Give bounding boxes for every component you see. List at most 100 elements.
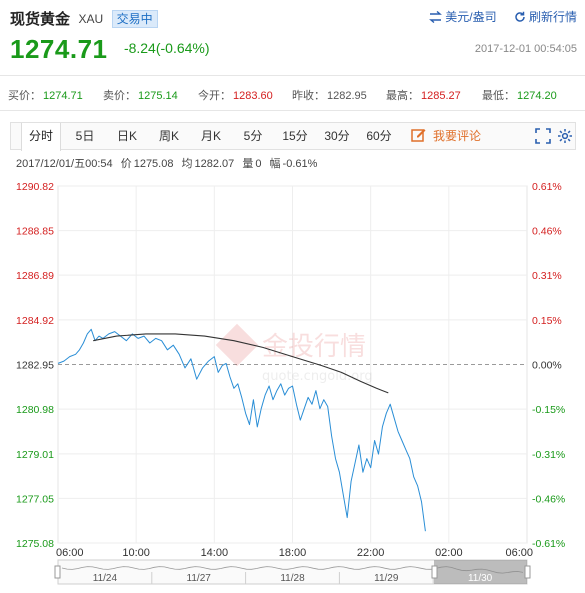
navigator-right-handle <box>524 565 531 579</box>
pct-tick-label: -0.46% <box>532 493 565 505</box>
period-tabs: 分时 5日 日K 周K 月K 5分 15分 30分 60分 我要评论 <box>10 122 576 151</box>
edit-icon <box>411 129 426 142</box>
navigator-date-label: 11/29 <box>374 573 399 584</box>
navigator-selection-handle <box>431 565 438 579</box>
stat-low-label: 最低： <box>482 90 515 102</box>
stat-bid: 买价： 1274.71 <box>8 87 83 103</box>
pct-tick-label: -0.31% <box>532 449 565 461</box>
info-vol: 0 <box>255 158 262 170</box>
watermark: 金投行情 quote.cngold.org <box>215 323 373 384</box>
divider <box>0 75 585 76</box>
y-tick-label: 1277.05 <box>16 493 54 505</box>
stat-high-label: 最高： <box>386 90 419 102</box>
x-axis: 06:00 10:00 14:00 18:00 22:00 02:00 06:00 <box>56 547 533 559</box>
watermark-url: quote.cngold.org <box>262 369 373 384</box>
chart-lines <box>57 328 426 532</box>
stat-open-label: 今开： <box>198 90 231 102</box>
x-tick-label: 06:00 <box>56 547 84 559</box>
refresh-label: 刷新行情 <box>528 10 577 24</box>
pct-tick-label: -0.15% <box>532 404 565 416</box>
info-price: 1275.08 <box>133 158 174 170</box>
info-price-label: 价 <box>120 158 132 170</box>
swap-icon <box>429 10 443 24</box>
intraday-chart[interactable]: 金投行情 quote.cngold.org 1290.82 1288.85 1286… <box>0 172 585 593</box>
info-avg: 1282.07 <box>194 158 235 170</box>
stat-ask-value: 1275.14 <box>138 90 178 102</box>
navigator-left-handle <box>54 565 61 579</box>
pct-tick-label: 0.00% <box>532 360 562 372</box>
currency-toggle-label: 美元/盎司 <box>445 10 497 24</box>
comment-button[interactable]: 我要评论 <box>411 123 481 149</box>
info-vol-label: 量 <box>242 158 254 170</box>
tab-intraday[interactable]: 分时 <box>21 123 61 151</box>
last-price: 1274.71 <box>10 34 108 64</box>
stat-prev-value: 1282.95 <box>327 90 367 102</box>
stat-low: 最低： 1274.20 <box>482 87 557 103</box>
time-navigator[interactable]: 11/24 11/27 11/28 11/29 11/30 <box>54 559 531 585</box>
currency-toggle-button[interactable]: 美元/盎司 <box>429 8 497 25</box>
tab-5day[interactable]: 5日 <box>75 129 95 143</box>
stat-ask-label: 卖价： <box>103 90 136 102</box>
stat-bid-value: 1274.71 <box>43 90 83 102</box>
x-tick-label: 06:00 <box>505 547 533 559</box>
pct-tick-label: -0.61% <box>532 538 565 550</box>
trading-status-badge: 交易中 <box>111 9 158 28</box>
pct-tick-label: 0.31% <box>532 270 562 282</box>
fullscreen-icon[interactable] <box>535 128 551 144</box>
refresh-button[interactable]: 刷新行情 <box>514 8 577 25</box>
x-tick-label: 14:00 <box>201 547 229 559</box>
stat-low-value: 1274.20 <box>517 90 557 102</box>
info-amp-label: 幅 <box>269 158 281 170</box>
stat-ask: 卖价： 1275.14 <box>103 87 178 103</box>
price-series-line <box>57 328 426 532</box>
price-change: -8.24(-0.64%) <box>123 40 210 56</box>
comment-label: 我要评论 <box>433 129 482 143</box>
pct-tick-label: 0.15% <box>532 315 562 327</box>
navigator-date-label: 11/24 <box>93 573 118 584</box>
y-tick-label: 1290.82 <box>16 181 54 193</box>
stat-open: 今开： 1283.60 <box>198 87 273 103</box>
quote-timestamp: 2017-12-01 00:54:05 <box>474 43 577 55</box>
chart-grid <box>57 185 528 544</box>
tab-5min[interactable]: 5分 <box>243 129 263 143</box>
tab-monthly-k[interactable]: 月K <box>200 129 221 143</box>
y-tick-label: 1286.89 <box>16 270 54 282</box>
navigator-date-label: 11/28 <box>280 573 305 584</box>
x-tick-label: 22:00 <box>357 547 385 559</box>
y-tick-label: 1275.08 <box>16 538 54 550</box>
stat-high: 最高： 1285.27 <box>386 87 461 103</box>
y-tick-label: 1284.92 <box>16 315 54 327</box>
stat-prev-label: 昨收： <box>292 90 325 102</box>
divider <box>0 110 585 111</box>
pct-tick-label: 0.61% <box>532 181 562 193</box>
average-series-line <box>93 333 389 394</box>
watermark-text: 金投行情 <box>262 332 366 362</box>
tab-15min[interactable]: 15分 <box>282 129 308 143</box>
tab-weekly-k[interactable]: 周K <box>158 129 179 143</box>
navigator-selection <box>434 560 527 584</box>
x-tick-label: 18:00 <box>279 547 307 559</box>
tab-30min[interactable]: 30分 <box>324 129 350 143</box>
watermark-logo <box>215 323 259 367</box>
info-avg-label: 均 <box>181 158 193 170</box>
y-tick-label: 1282.95 <box>16 360 54 372</box>
settings-icon[interactable] <box>557 128 573 144</box>
x-tick-label: 10:00 <box>122 547 150 559</box>
y-axis-right: 0.61% 0.46% 0.31% 0.15% 0.00% -0.15% -0.31% -0.… <box>532 181 565 550</box>
stat-high-value: 1285.27 <box>421 90 461 102</box>
y-tick-label: 1288.85 <box>16 226 54 238</box>
instrument-title: 现货黄金 <box>10 11 71 28</box>
price-row: 1274.71 -8.24(-0.64%) 2017-12-01 00:54:0… <box>10 34 577 64</box>
y-axis-left: 1290.82 1288.85 1286.89 1284.92 1282.95 1280.… <box>16 181 54 550</box>
info-datetime: 2017/12/01/五00:54 <box>16 158 113 170</box>
stat-prev-close: 昨收： 1282.95 <box>292 87 367 103</box>
pct-tick-label: 0.46% <box>532 226 562 238</box>
stat-open-value: 1283.60 <box>233 90 273 102</box>
y-tick-label: 1279.01 <box>16 449 54 461</box>
tab-60min[interactable]: 60分 <box>366 129 392 143</box>
header-actions: 美元/盎司 刷新行情 <box>415 8 577 25</box>
refresh-icon <box>515 11 525 22</box>
x-tick-label: 02:00 <box>435 547 463 559</box>
tab-daily-k[interactable]: 日K <box>116 129 137 143</box>
